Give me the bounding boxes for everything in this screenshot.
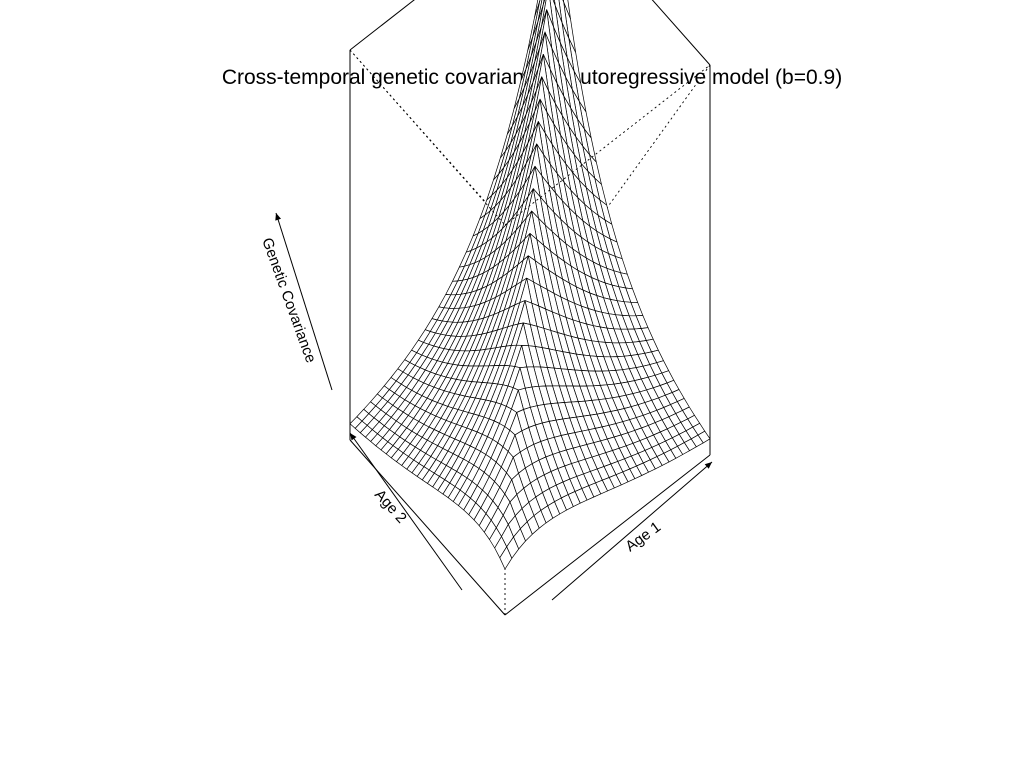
y-axis-arrow-head [350, 433, 357, 441]
surface-mesh [349, 0, 711, 570]
surface-facet [499, 546, 513, 570]
box-edge [349, 0, 415, 51]
z-axis-arrow-head [275, 213, 281, 221]
box-edge-hidden [349, 49, 506, 226]
y-axis-label: Age 2 [371, 486, 410, 527]
box-edge [504, 454, 711, 616]
x-axis-label: Age 1 [622, 518, 664, 555]
z-axis-arrow [275, 212, 333, 391]
box-edge [651, 0, 711, 66]
y-axis-arrow [349, 432, 463, 591]
x-axis-arrow-head [704, 462, 712, 469]
bounding-box-front [349, 0, 711, 616]
box-edge-hidden [504, 64, 711, 226]
x-axis-arrow [551, 461, 713, 601]
z-axis-label: Genetic Covariance [258, 236, 319, 366]
axis-arrows [275, 212, 713, 601]
